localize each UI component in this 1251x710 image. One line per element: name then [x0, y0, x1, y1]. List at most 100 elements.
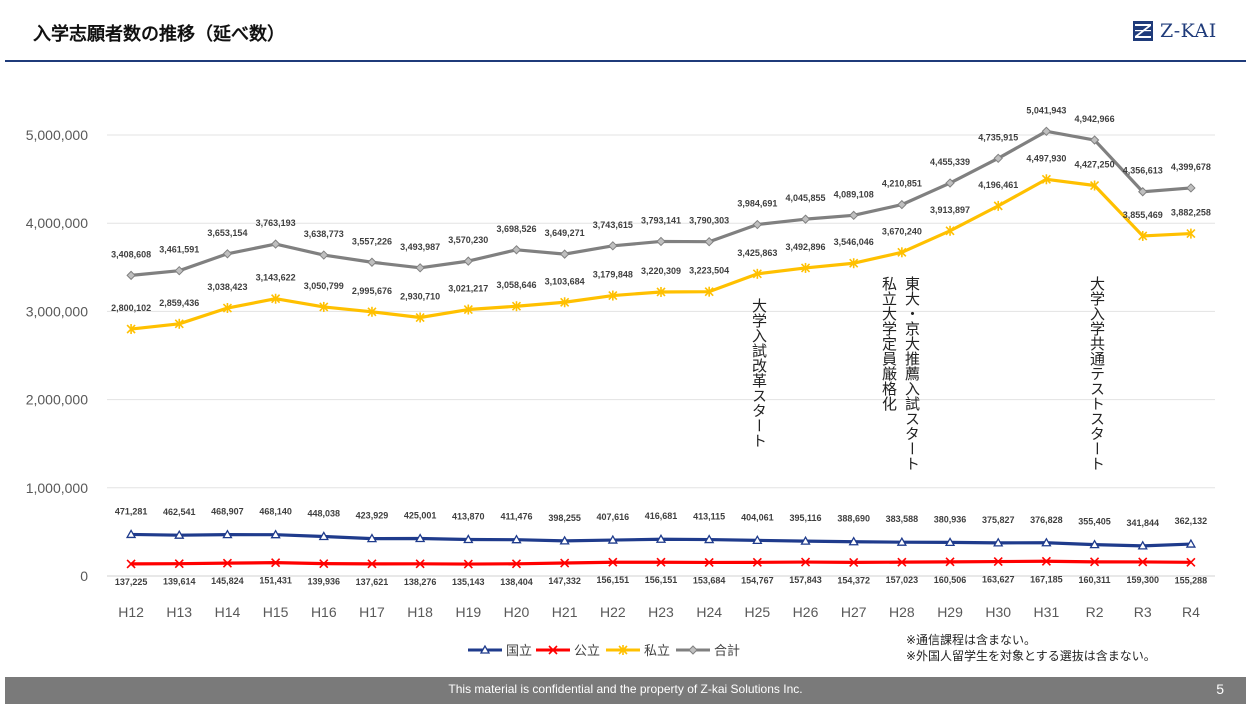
data-label: 3,743,615	[593, 220, 633, 230]
y-tick-label: 4,000,000	[26, 215, 88, 231]
marker-triangle	[800, 535, 811, 545]
marker-x-stroke	[319, 559, 329, 569]
x-axis-ticks: H12 H13 H14 H15 H16 H17 H18 H19 H20 H21 H22 H23 H24 H…	[118, 604, 1200, 620]
logo-text: Z-KAI	[1160, 20, 1217, 42]
marker-diamond	[319, 250, 329, 260]
series-line	[130, 177, 1191, 331]
marker-x	[897, 557, 907, 567]
y-axis-ticks: 0 1,000,000 2,000,000 3,000,000 4,000,000 5,0…	[26, 127, 89, 584]
data-label: 2,800,102	[111, 303, 151, 313]
marker-x-stroke	[1186, 557, 1196, 567]
marker-star	[656, 286, 666, 297]
marker-x-stroke	[511, 559, 522, 569]
marker-triangle	[318, 531, 329, 541]
data-label: 4,427,250	[1075, 160, 1115, 170]
data-label: 3,220,309	[641, 266, 681, 276]
marker-triangle	[222, 529, 233, 539]
marker-x-stroke	[1089, 557, 1100, 567]
marker-x-stroke	[415, 559, 425, 569]
marker-x	[945, 557, 955, 567]
x-tick-label: H16	[311, 604, 337, 620]
marker-x-stroke	[800, 557, 811, 567]
x-tick-label: H23	[648, 604, 674, 620]
data-label: 3,882,258	[1171, 208, 1211, 218]
data-label: 375,827	[982, 515, 1015, 525]
marker-star	[463, 304, 473, 315]
marker-x	[849, 557, 859, 567]
data-label: 147,332	[548, 576, 581, 586]
series-kokuritsu	[125, 529, 1197, 550]
marker-star	[367, 306, 377, 317]
data-label: 398,255	[548, 513, 581, 523]
marker-diamond	[848, 210, 859, 221]
data-label: 4,356,613	[1123, 166, 1163, 176]
data-label: 404,061	[741, 512, 774, 522]
marker-x	[126, 559, 136, 569]
data-label: 4,210,851	[882, 179, 922, 189]
marker-star	[608, 290, 618, 301]
marker-triangle	[1089, 539, 1100, 549]
data-label: 156,151	[645, 575, 678, 585]
marker-triangle	[511, 534, 522, 544]
marker-star	[222, 303, 233, 314]
marker-x	[415, 559, 425, 569]
data-label: 137,621	[356, 577, 389, 587]
z-kai-logo-icon	[1133, 21, 1153, 41]
data-label: 3,038,423	[207, 282, 247, 292]
marker-diamond	[1041, 126, 1052, 137]
data-label: 395,116	[789, 513, 821, 523]
x-tick-label: H17	[359, 604, 385, 620]
data-label: 3,425,863	[737, 248, 777, 258]
marker-x	[1186, 557, 1196, 567]
marker-star	[415, 312, 425, 323]
marker-x-stroke	[752, 557, 762, 567]
data-label: 355,405	[1078, 517, 1111, 527]
legend-item: 公立	[536, 644, 600, 659]
data-label: 423,929	[356, 511, 389, 521]
annotation-text: 大学入学共通テストスタート	[1088, 276, 1106, 471]
marker-star	[126, 324, 136, 335]
logo: Z-KAI	[1133, 20, 1217, 42]
marker-x	[800, 557, 811, 567]
x-tick-label: H14	[215, 604, 241, 620]
data-label: 157,023	[886, 575, 919, 585]
data-label: 3,408,608	[111, 249, 151, 259]
marker-triangle	[848, 536, 859, 546]
marker-x	[752, 557, 762, 567]
x-tick-label: R2	[1086, 604, 1104, 620]
data-label: 2,859,436	[159, 298, 199, 308]
data-label: 3,050,799	[304, 281, 344, 291]
y-tick-label: 3,000,000	[26, 303, 88, 319]
data-label: 3,570,230	[448, 235, 488, 245]
data-label: 167,185	[1030, 574, 1063, 584]
marker-x-stroke	[1041, 556, 1051, 566]
data-label: 388,690	[837, 514, 870, 524]
series-kouritsu	[126, 556, 1196, 569]
marker-x-stroke	[463, 559, 473, 569]
marker-x	[367, 559, 377, 569]
data-label: 3,638,773	[304, 229, 344, 239]
data-label: 156,151	[597, 575, 630, 585]
marker-triangle	[993, 537, 1004, 547]
data-label: 2,995,676	[352, 286, 392, 296]
legend-label: 私立	[644, 644, 670, 659]
marker-x	[1138, 557, 1148, 567]
data-label: 3,021,217	[448, 284, 488, 294]
data-label: 145,824	[211, 576, 244, 586]
data-label: 3,653,154	[207, 228, 247, 238]
data-label: 3,557,226	[352, 236, 392, 246]
x-tick-label: H25	[745, 604, 771, 620]
marker-diamond	[174, 265, 184, 276]
annotation-text: 東大・京大推薦入試スタート	[903, 276, 921, 471]
marker-diamond	[897, 199, 907, 210]
marker-x-stroke	[174, 559, 184, 569]
data-label: 154,767	[741, 575, 774, 585]
marker-diamond	[415, 263, 425, 273]
data-label: 4,455,339	[930, 157, 970, 167]
slide-header: 入学志願者数の推移（延べ数） Z-KAI	[0, 0, 1251, 62]
legend-item: 私立	[606, 644, 670, 659]
data-label: 154,372	[837, 575, 870, 585]
marker-triangle	[655, 533, 667, 543]
marker-x	[174, 559, 184, 569]
data-label: 4,497,930	[1026, 153, 1066, 163]
